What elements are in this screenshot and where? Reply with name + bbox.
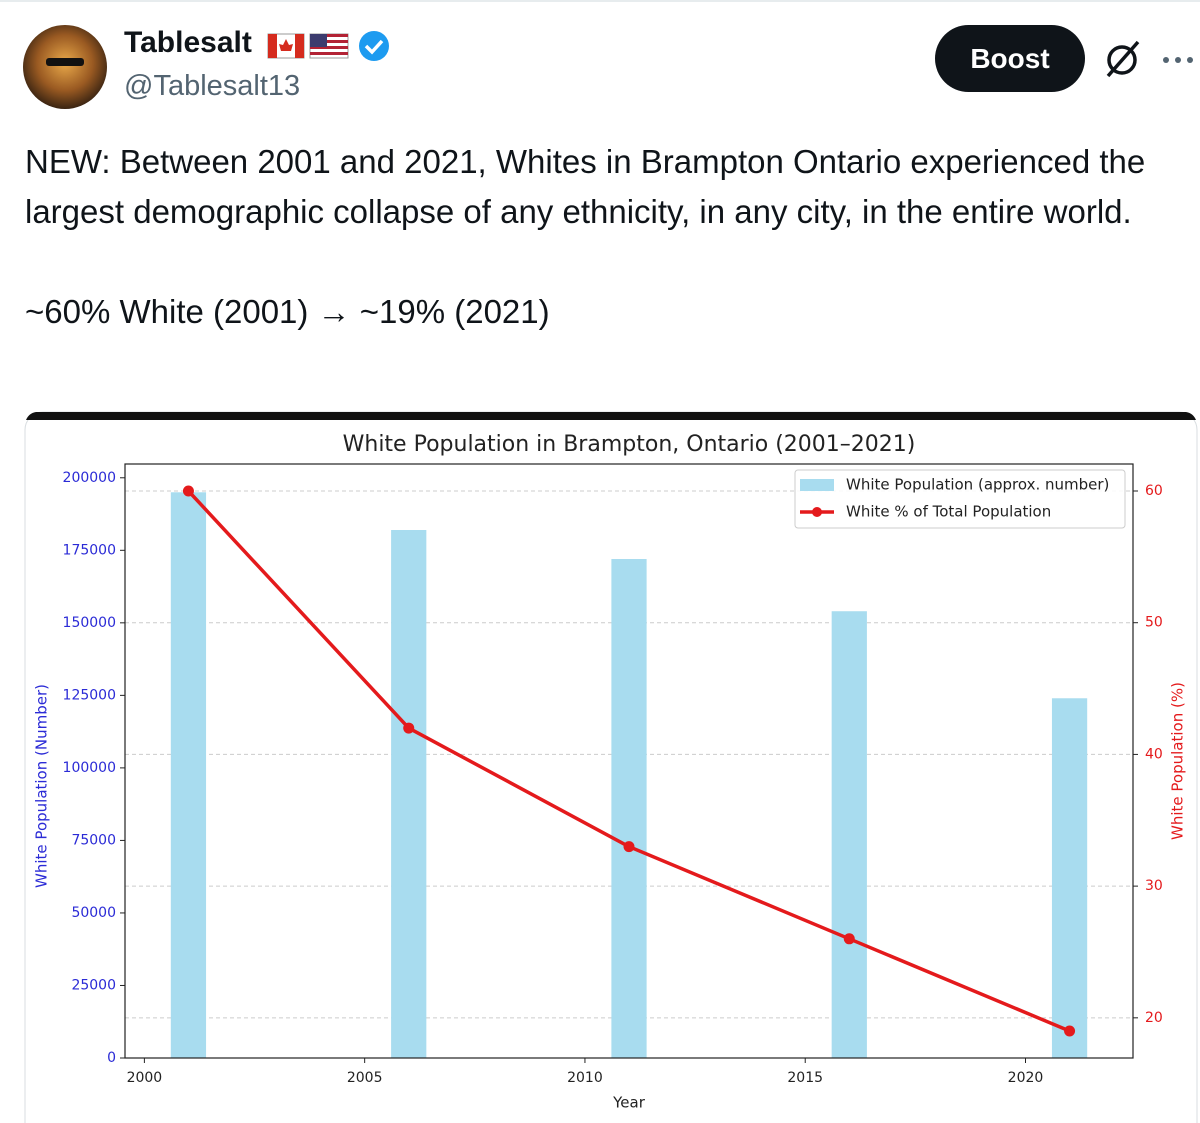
plot-frame bbox=[124, 463, 1134, 1059]
author-handle[interactable]: @Tablesalt13 bbox=[124, 70, 301, 102]
y-tick-label: 25000 bbox=[71, 977, 116, 993]
bar bbox=[611, 559, 647, 1058]
x-tick-label: 2000 bbox=[127, 1070, 163, 1086]
x-axis-label: Year bbox=[612, 1094, 646, 1112]
line-marker bbox=[1064, 1025, 1076, 1037]
legend-label: White % of Total Population bbox=[846, 503, 1051, 521]
legend: White Population (approx. number) White %… bbox=[794, 469, 1126, 529]
image-top-band bbox=[26, 412, 1196, 420]
grok-icon[interactable] bbox=[1106, 40, 1140, 78]
y2-axis-label: White Population (%) bbox=[1169, 682, 1187, 840]
avatar-glasses bbox=[46, 58, 84, 66]
y2-tick-label: 60 bbox=[1145, 483, 1163, 499]
y-tick-label: 75000 bbox=[71, 832, 116, 848]
boost-button[interactable]: Boost bbox=[935, 25, 1085, 92]
flag-canada bbox=[267, 33, 305, 59]
y-tick-label: 150000 bbox=[63, 615, 116, 631]
legend-label: White Population (approx. number) bbox=[846, 476, 1109, 494]
line-marker bbox=[843, 933, 855, 945]
more-icon[interactable] bbox=[1163, 57, 1193, 63]
y2-tick-label: 50 bbox=[1145, 615, 1163, 631]
y2-tick-label: 40 bbox=[1145, 746, 1163, 762]
y2-tick-label: 20 bbox=[1145, 1010, 1163, 1026]
tweet-paragraph: ~60% White (2001) → ~19% (2021) bbox=[25, 293, 550, 330]
legend-box bbox=[794, 469, 1126, 529]
bar bbox=[391, 530, 427, 1058]
chart: White Population in Brampton, Ontario (2… bbox=[24, 411, 1198, 1123]
header-graphics bbox=[0, 0, 1200, 109]
x-tick-label: 2015 bbox=[787, 1070, 823, 1086]
y-tick-label: 175000 bbox=[63, 542, 116, 558]
x-tick-label: 2020 bbox=[1008, 1070, 1044, 1086]
flag-usa bbox=[309, 33, 349, 59]
x-tick-label: 2005 bbox=[347, 1070, 383, 1086]
x-tick-label: 2010 bbox=[567, 1070, 603, 1086]
tweet-paragraph: NEW: Between 2001 and 2021, Whites in Br… bbox=[25, 143, 1146, 230]
bar bbox=[1051, 698, 1088, 1058]
line-marker bbox=[403, 722, 415, 734]
y-tick-label: 200000 bbox=[63, 470, 116, 486]
bar bbox=[831, 611, 867, 1058]
avatar[interactable] bbox=[23, 25, 107, 109]
y-tick-label: 0 bbox=[107, 1050, 116, 1066]
bar bbox=[170, 492, 207, 1058]
line-marker bbox=[182, 485, 194, 497]
author-name[interactable]: Tablesalt bbox=[124, 26, 252, 59]
y-axis-label: White Population (Number) bbox=[33, 684, 51, 888]
y-tick-label: 100000 bbox=[63, 760, 116, 776]
line-marker bbox=[623, 841, 635, 853]
y-tick-label: 50000 bbox=[71, 905, 116, 921]
legend-swatch-marker bbox=[812, 507, 822, 517]
verified-badge bbox=[359, 31, 389, 61]
y-tick-label: 125000 bbox=[63, 687, 116, 703]
tweet-text: NEW: Between 2001 and 2021, Whites in Br… bbox=[25, 137, 1193, 387]
y2-tick-label: 30 bbox=[1145, 878, 1163, 894]
legend-swatch bbox=[800, 479, 834, 491]
chart-title: White Population in Brampton, Ontario (2… bbox=[343, 432, 916, 457]
